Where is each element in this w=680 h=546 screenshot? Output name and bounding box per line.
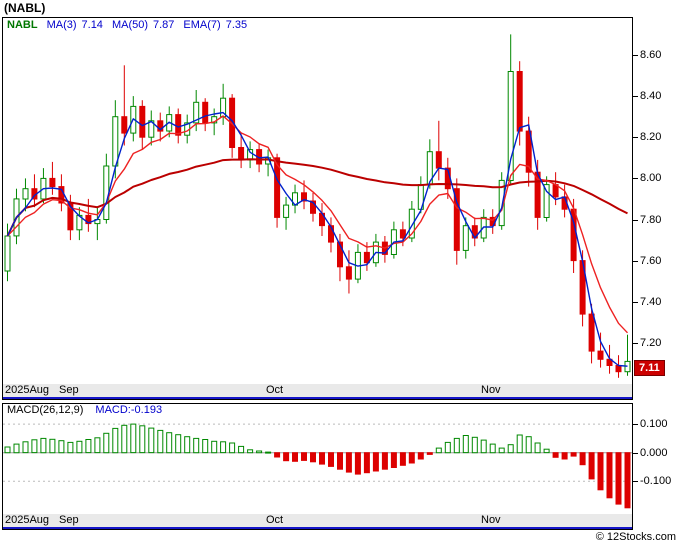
page-title: (NABL) (4, 1, 46, 15)
price-tick-mark (633, 343, 638, 344)
ma3-label: MA(3) (46, 19, 77, 31)
price-axis-label: 8.20 (640, 131, 662, 143)
macd-tick-mark (633, 481, 638, 482)
month-label: 2025Aug (5, 514, 50, 526)
price-axis-label: 7.80 (640, 214, 662, 226)
macd-panel: MACD(26,12,9) MACD:-0.193 2025Aug Sep Oct No… (2, 403, 633, 530)
macd-legend: MACD(26,12,9) MACD:-0.193 (3, 404, 632, 417)
month-label: Oct (266, 384, 284, 396)
macd-value-label: MACD:-0.193 (95, 404, 163, 416)
macd-histogram (3, 423, 632, 509)
price-axis-label: 7.40 (640, 296, 662, 308)
month-label: Nov (481, 384, 501, 396)
price-axis-label: 8.60 (640, 49, 662, 61)
copyright: © 12Stocks.com (595, 531, 676, 543)
month-label: Sep (59, 514, 79, 526)
macd-date-axis: 2025Aug Sep Oct Nov (3, 514, 632, 529)
price-tick-mark (633, 261, 638, 262)
month-label: Oct (266, 514, 284, 526)
ma50-label: MA(50) (111, 19, 148, 31)
price-tick-mark (633, 220, 638, 221)
month-label: 2025Aug (5, 384, 50, 396)
price-tick-mark (633, 178, 638, 179)
price-tick-mark (633, 96, 638, 97)
price-tick-mark (633, 137, 638, 138)
macd-axis-labels: 0.100 0.000 -0.100 (633, 417, 679, 514)
price-axis-label: 7.60 (640, 255, 662, 267)
month-label: Nov (481, 514, 501, 526)
price-tick-mark (633, 302, 638, 303)
price-axis-label: 8.40 (640, 90, 662, 102)
macd-axis-label: 0.100 (640, 418, 668, 430)
macd-params-label: MACD(26,12,9) (7, 404, 84, 416)
macd-tick-mark (633, 424, 638, 425)
price-axis-label: 8.00 (640, 172, 662, 184)
price-date-axis: 2025Aug Sep Oct Nov (3, 384, 632, 399)
ema7-label: EMA(7) (183, 19, 221, 31)
symbol-label: NABL (7, 19, 38, 31)
last-price-badge: 7.11 (634, 360, 665, 376)
month-label: Sep (59, 384, 79, 396)
price-axis-labels: 8.60 8.40 8.20 8.00 7.80 7.60 7.40 7.20 (633, 18, 679, 384)
price-tick-mark (633, 55, 638, 56)
ma3-value: 7.14 (81, 19, 103, 31)
macd-tick-mark (633, 453, 638, 454)
ma50-value: 7.87 (153, 19, 175, 31)
candlestick-chart (4, 34, 631, 378)
macd-axis-label: -0.100 (640, 475, 672, 487)
price-chart-panel: NABL MA(3) 7.14 MA(50) 7.87 EMA(7) 7.35 2025Au… (2, 17, 633, 400)
price-legend: NABL MA(3) 7.14 MA(50) 7.87 EMA(7) 7.35 (7, 19, 256, 31)
price-axis-label: 7.20 (640, 337, 662, 349)
macd-axis-label: 0.000 (640, 447, 668, 459)
ema7-value: 7.35 (225, 19, 248, 31)
